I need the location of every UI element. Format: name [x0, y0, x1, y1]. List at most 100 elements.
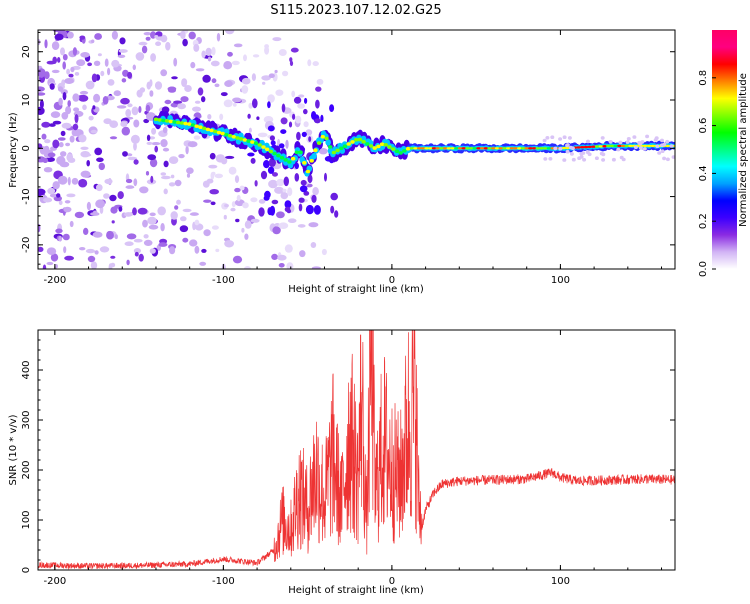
noise-blob: [194, 219, 200, 226]
ridge-core: [665, 144, 670, 148]
noise-blob: [224, 240, 235, 248]
ridge-core: [461, 147, 466, 150]
noise-blob: [130, 134, 140, 144]
noise-blob: [168, 88, 176, 93]
y-tick-label: 0: [21, 567, 32, 573]
noise-blob: [51, 41, 60, 50]
turbulence-blob: [329, 104, 335, 112]
noise-blob: [162, 126, 168, 134]
noise-blob: [78, 134, 87, 143]
ridge-core: [535, 147, 540, 150]
noise-blob: [171, 76, 178, 80]
ridge-core: [405, 146, 411, 151]
ridge-core: [305, 169, 311, 174]
noise-blob: [207, 114, 212, 120]
ridge-core: [409, 147, 414, 150]
ridge-core: [428, 147, 433, 150]
noise-blob: [261, 75, 271, 81]
ridge-core: [591, 145, 596, 148]
ridge-core: [361, 139, 366, 144]
ridge-core: [368, 144, 374, 148]
spread-blob: [665, 157, 670, 162]
noise-blob: [267, 94, 275, 103]
spread-blob: [642, 147, 647, 151]
ridge-core: [198, 125, 203, 129]
noise-blob: [50, 111, 61, 118]
noise-blob: [132, 64, 136, 71]
ridge-core: [624, 144, 629, 148]
turbulence-blob: [301, 131, 307, 138]
ridge-core: [202, 126, 207, 131]
noise-blob: [117, 191, 124, 200]
noise-blob: [72, 93, 80, 102]
spread-blob: [567, 136, 572, 140]
turbulence-blob: [308, 136, 312, 142]
ridge-core: [354, 138, 359, 142]
colorbar: 0.0 0.2 0.4 0.6 0.8 Normalized spectral ampl…: [698, 30, 749, 277]
noise-blob: [46, 261, 54, 266]
spread-blob: [669, 144, 674, 148]
noise-blob: [234, 199, 245, 207]
colorbar-tick-label: 0.4: [698, 165, 709, 181]
noise-blob: [201, 50, 206, 59]
turbulence-blob: [334, 210, 339, 218]
noise-blob: [119, 37, 126, 45]
spread-blob: [616, 147, 621, 152]
noise-blob: [94, 250, 99, 255]
colorbar-tick-label: 0.8: [698, 70, 709, 86]
noise-blob: [203, 229, 211, 237]
noise-blob: [103, 193, 110, 199]
noise-blob: [47, 187, 56, 195]
turbulence-blob: [271, 199, 279, 205]
noise-blob: [223, 60, 233, 70]
noise-blob: [163, 160, 169, 168]
noise-blob: [50, 253, 59, 262]
ridge-core: [583, 145, 589, 149]
noise-blob: [180, 216, 187, 222]
x-tick-label: -200: [44, 275, 67, 286]
ridge-core: [253, 141, 259, 145]
ridge-core: [476, 147, 481, 150]
ridge-core: [413, 147, 418, 150]
noise-blob: [90, 129, 98, 134]
noise-blob: [133, 159, 139, 165]
ridge-core: [183, 121, 188, 126]
noise-blob: [291, 90, 296, 98]
noise-blob: [173, 57, 178, 67]
noise-blob: [138, 106, 142, 113]
noise-blob: [203, 199, 212, 203]
noise-blob: [202, 74, 211, 83]
ridge-core: [506, 147, 511, 150]
noise-blob: [231, 60, 240, 66]
spread-blob: [638, 146, 643, 150]
noise-blob: [70, 66, 75, 73]
noise-blob: [143, 32, 152, 36]
ridge-core: [276, 153, 281, 158]
noise-blob: [297, 224, 306, 228]
ridge-core: [439, 147, 444, 150]
noise-blob: [38, 143, 43, 149]
noise-blob: [147, 216, 157, 225]
noise-blob: [321, 248, 327, 256]
spread-blob: [655, 144, 660, 149]
noise-blob: [151, 142, 161, 146]
noise-blob: [254, 180, 258, 187]
noise-blob: [227, 51, 233, 57]
x-tick-label: 100: [551, 576, 570, 587]
x-tick-label: 100: [551, 275, 570, 286]
spread-blob: [562, 135, 567, 139]
ridge-core: [372, 146, 377, 150]
noise-blob: [54, 33, 64, 41]
ridge-core: [643, 144, 648, 148]
ridge-core: [346, 142, 351, 146]
noise-blob: [121, 126, 130, 136]
noise-blob: [160, 172, 167, 176]
ridge-core: [335, 148, 340, 153]
noise-blob: [80, 52, 90, 58]
noise-blob: [149, 90, 154, 97]
turbulence-blob: [313, 205, 321, 215]
noise-blob: [184, 85, 192, 92]
ridge-core: [309, 159, 314, 163]
y-tick-label: 400: [21, 360, 32, 379]
colorbar-ticks: 0.0 0.2 0.4 0.6 0.8: [698, 70, 716, 277]
